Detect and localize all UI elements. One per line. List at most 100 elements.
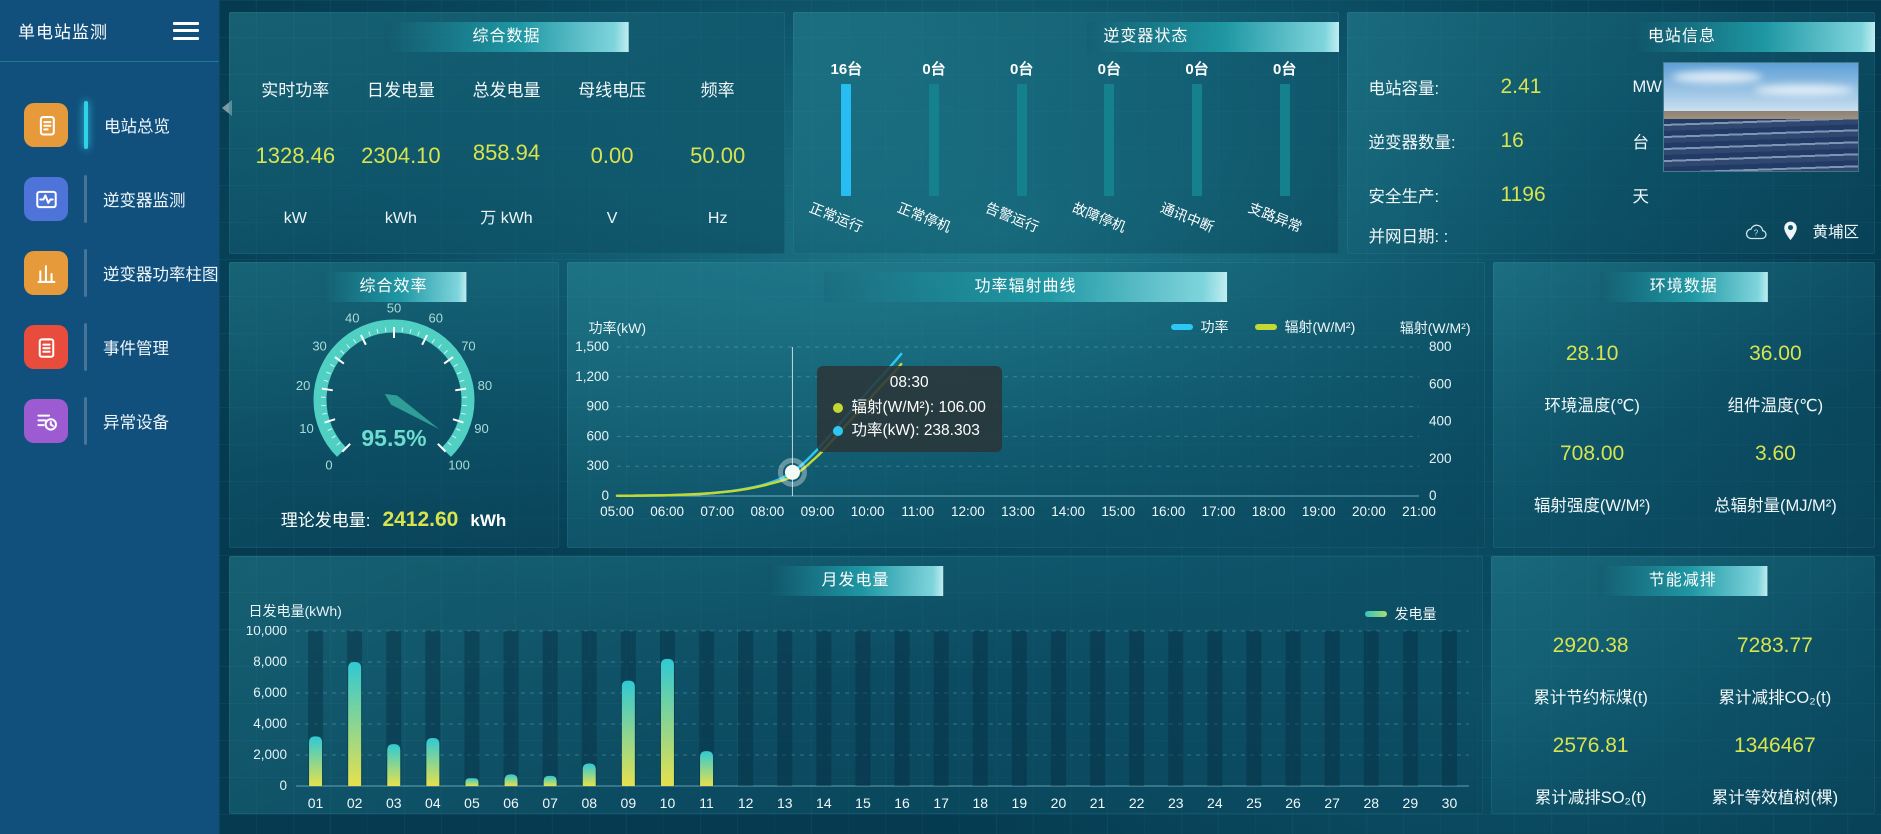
svg-text:05: 05 <box>464 795 480 811</box>
panel-power-radiation: 功率辐射曲线 功率(kW) 功率 辐射(W/M²) 辐射(W/M²) 0 300 60… <box>566 262 1485 548</box>
svg-text:16: 16 <box>894 795 910 811</box>
svg-text:10:00: 10:00 <box>850 504 884 519</box>
bottom-row: 月发电量 日发电量(kWh) 发电量 0 2,000 4,000 6,000 8,000… <box>228 556 1875 814</box>
tooltip-series-dot <box>832 402 843 413</box>
sidebar-item-3[interactable]: 事件管理 <box>0 310 219 384</box>
metric-value: 0.00 <box>590 142 634 168</box>
status-bar <box>1104 84 1115 196</box>
event-clipboard-icon <box>24 325 68 369</box>
tooltip-item-1: 功率(kW): 238.303 <box>832 419 986 442</box>
svg-text:90: 90 <box>474 421 488 436</box>
environment-grid-item-2: 708.00 辐射强度(W/M²) <box>1501 442 1684 516</box>
svg-text:0: 0 <box>325 458 332 473</box>
metric-unit: 万 kWh <box>480 210 533 227</box>
station-info-row: 安全生产: 1196 天 <box>1369 168 1699 222</box>
theory-unit: kWh <box>470 511 507 530</box>
svg-text:50: 50 <box>386 301 400 316</box>
panel-energy-saving: 节能减排 2920.38 累计节约标煤(t) 7283.77 累计减排CO₂(t) 25… <box>1490 556 1875 814</box>
legend-label: 功率 <box>1200 319 1229 335</box>
power-radiation-chart[interactable]: 0 300 600 900 1,200 1,500 0 200 400 600 800 05:00 06… <box>567 336 1485 547</box>
svg-text:04: 04 <box>425 795 441 811</box>
svg-text:27: 27 <box>1324 795 1340 811</box>
sidebar-item-0[interactable]: 电站总览 <box>0 88 219 162</box>
svg-text:06:00: 06:00 <box>650 504 684 519</box>
sidebar-collapse-arrow[interactable] <box>221 100 232 116</box>
monthly-generation-chart[interactable]: 0 2,000 4,000 6,000 8,000 10,000 01 02 03 04 05 06 0… <box>229 626 1483 812</box>
svg-text:14:00: 14:00 <box>1051 504 1085 519</box>
theory-generation: 理论发电量: 2412.60 kWh <box>229 506 559 532</box>
svg-text:12: 12 <box>737 795 753 811</box>
status-bar <box>841 84 852 196</box>
status-label: 正常停机 <box>895 199 954 236</box>
svg-text:08:00: 08:00 <box>750 504 784 519</box>
menu-item-divider <box>84 249 87 297</box>
info-label: 逆变器数量: <box>1368 134 1456 152</box>
svg-text:19: 19 <box>1011 795 1027 811</box>
status-bar <box>1279 84 1290 196</box>
svg-text:07: 07 <box>542 795 558 811</box>
metric-value: 2304.10 <box>361 142 441 168</box>
svg-text:01: 01 <box>307 795 323 811</box>
info-value: 16 <box>1500 129 1524 152</box>
kv-label: 环境温度(℃) <box>1544 397 1640 415</box>
svg-text:0: 0 <box>1429 488 1437 503</box>
svg-text:?: ? <box>1754 228 1759 237</box>
kv-value: 708.00 <box>1560 442 1625 465</box>
middle-row: 综合效率 0 10 20 30 40 50 60 70 80 90 100 95.5% 理论发电量: … <box>228 262 1875 548</box>
energy-saving-grid-item-3: 1346467 累计等效植树(棵) <box>1683 734 1867 808</box>
info-label: 安全生产: <box>1368 188 1440 206</box>
sidebar-item-2[interactable]: 逆变器功率柱图 <box>0 236 219 310</box>
svg-text:10,000: 10,000 <box>245 626 286 638</box>
power-radiation-title: 功率辐射曲线 <box>823 272 1228 302</box>
svg-text:29: 29 <box>1402 795 1418 811</box>
status-item-1: 0台 正常停机 <box>890 58 978 250</box>
menu-item-divider <box>84 175 87 223</box>
sidebar-item-label: 事件管理 <box>103 340 169 358</box>
curve-legend-item-1[interactable]: 辐射(W/M²) <box>1254 317 1355 337</box>
svg-text:02: 02 <box>346 795 362 811</box>
sidebar-item-1[interactable]: 逆变器监测 <box>0 162 219 236</box>
svg-text:17: 17 <box>933 795 949 811</box>
kv-value: 2920.38 <box>1552 634 1629 657</box>
environment-grid-item-0: 28.10 环境温度(℃) <box>1501 342 1684 416</box>
metric-label: 总发电量 <box>472 81 541 100</box>
curve-legend: 功率 辐射(W/M²) <box>1170 317 1355 337</box>
svg-text:30: 30 <box>312 338 326 353</box>
metric-unit: kW <box>283 210 307 227</box>
overview-title: 综合数据 <box>384 22 629 52</box>
panel-station-info: 电站信息 电站容量: 2.41 MW 逆变器数量: 16 台安全生产: 1196 天并网日期:… <box>1346 12 1875 254</box>
station-info-rows: 电站容量: 2.41 MW 逆变器数量: 16 台安全生产: 1196 天并网日期: : <box>1369 60 1699 262</box>
svg-text:6,000: 6,000 <box>253 685 287 700</box>
kv-value: 36.00 <box>1749 342 1802 365</box>
chart-tooltip: 08:30 辐射(W/M²): 106.00 功率(kW): 238.303 <box>816 366 1002 452</box>
location-line: ? 黄埔区 <box>1745 220 1859 242</box>
bar-legend: 发电量 <box>1364 604 1437 624</box>
left-axis-name: 功率(kW) <box>588 320 647 336</box>
tooltip-item-0: 辐射(W/M²): 106.00 <box>832 396 986 419</box>
svg-text:8,000: 8,000 <box>253 654 287 669</box>
status-label: 正常运行 <box>807 199 866 236</box>
menu-toggle-icon[interactable] <box>172 21 199 40</box>
metric-unit: Hz <box>707 210 728 227</box>
svg-text:40: 40 <box>344 311 358 326</box>
tooltip-items: 辐射(W/M²): 106.00 功率(kW): 238.303 <box>832 396 986 442</box>
energy-saving-grid-item-1: 7283.77 累计减排CO₂(t) <box>1683 634 1867 708</box>
curve-legend-item-0[interactable]: 功率 <box>1170 317 1229 337</box>
district-label: 黄埔区 <box>1812 224 1859 241</box>
svg-text:400: 400 <box>1429 414 1452 429</box>
svg-text:18:00: 18:00 <box>1251 504 1285 519</box>
location-pin-icon[interactable] <box>1783 221 1798 241</box>
metric-label: 母线电压 <box>578 81 647 100</box>
menu-item-divider <box>84 397 87 445</box>
menu-item-divider <box>84 323 87 371</box>
environment-grid-item-3: 3.60 总辐射量(MJ/M²) <box>1684 442 1867 516</box>
top-row: 综合数据 实时功率 1328.46 kW 日发电量 2304.10 kWh 总发电量 858.… <box>228 12 1875 254</box>
svg-text:24: 24 <box>1207 795 1223 811</box>
svg-text:13:00: 13:00 <box>1001 504 1035 519</box>
svg-text:23: 23 <box>1167 795 1183 811</box>
status-label: 支路异常 <box>1245 199 1304 236</box>
sidebar-item-4[interactable]: 异常设备 <box>0 384 219 458</box>
svg-text:100: 100 <box>448 458 470 473</box>
overview-metrics: 实时功率 1328.46 kW 日发电量 2304.10 kWh 总发电量 858.94 万 k… <box>243 64 771 246</box>
station-photo <box>1663 62 1859 172</box>
